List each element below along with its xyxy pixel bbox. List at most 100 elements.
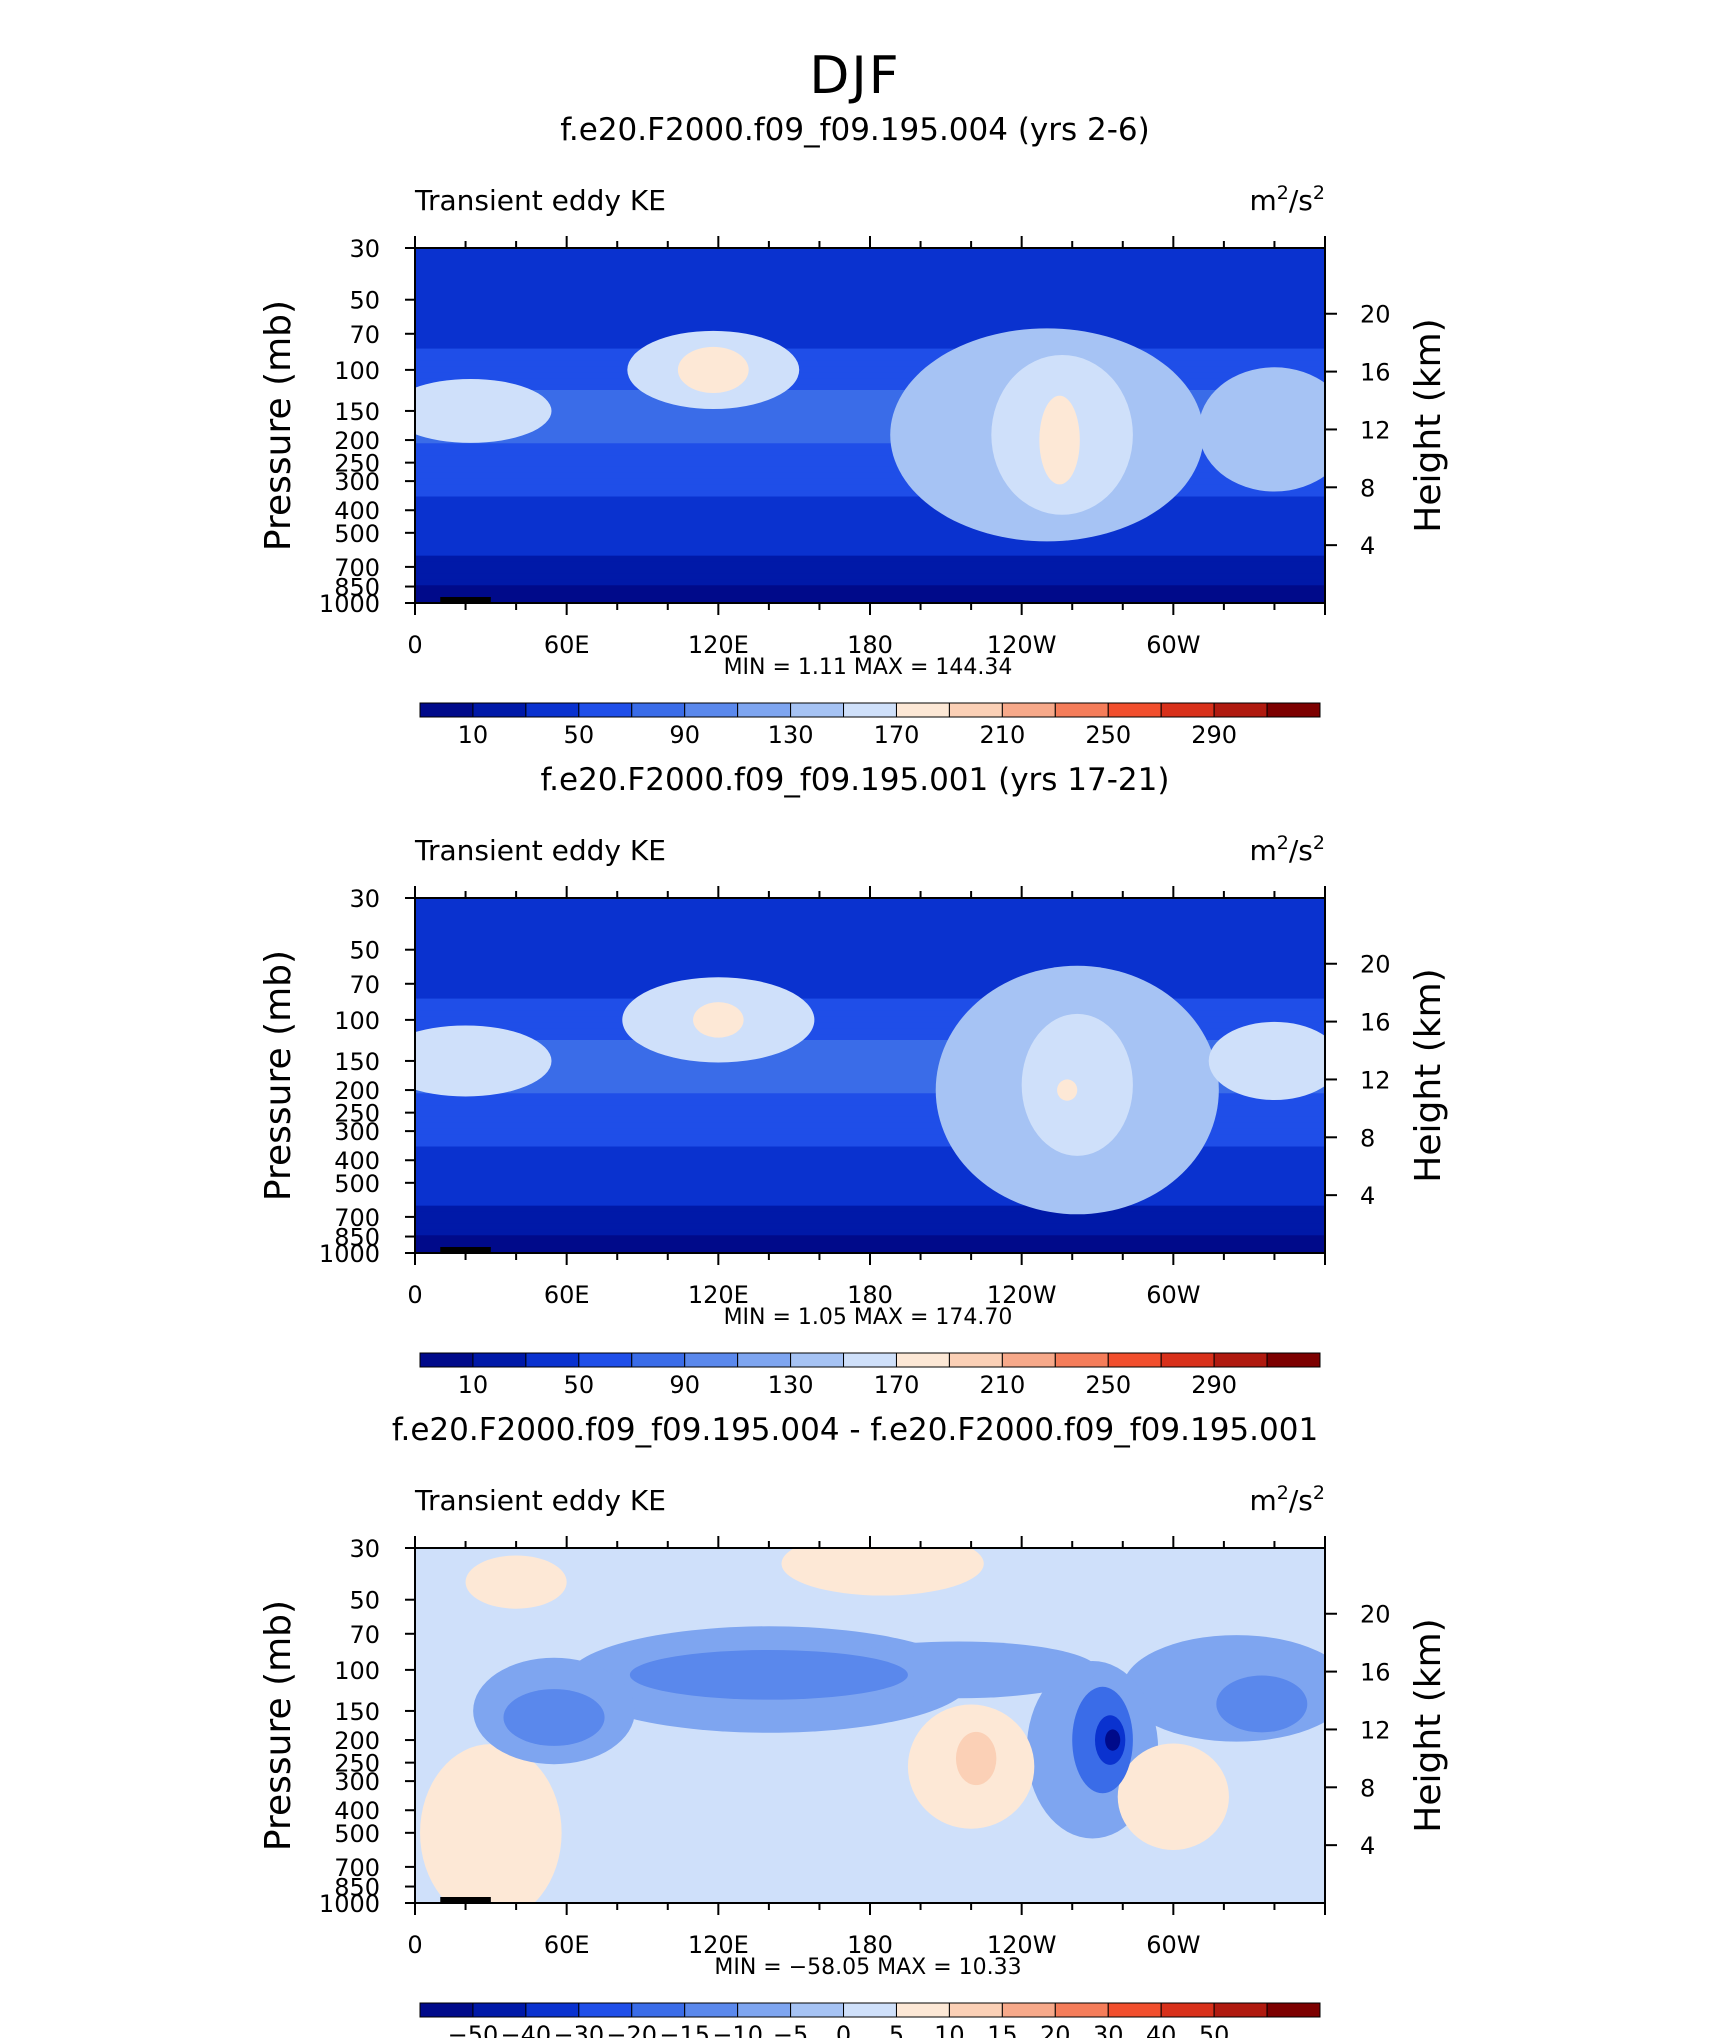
contour-band (415, 1737, 1325, 1745)
contour-feature (1057, 1079, 1078, 1101)
contour-band (415, 1879, 1325, 1887)
contour-field (415, 248, 1325, 603)
colorbar-swatch (419, 2002, 474, 2018)
contour-band (415, 1170, 1325, 1178)
x-tick-label: 120W (987, 1931, 1057, 1959)
colorbar-label: −40 (501, 2021, 552, 2038)
contour-band (415, 1247, 1325, 1253)
colorbar-label: −20 (606, 2021, 657, 2038)
contour-band (415, 1010, 1325, 1018)
y-tick-label: 200 (334, 427, 380, 455)
contour-band (415, 555, 1325, 563)
colorbar-swatch (895, 702, 950, 718)
contour-band (415, 986, 1325, 994)
panel-title: f.e20.F2000.f09_f09.195.004 (yrs 2-6) (560, 112, 1150, 148)
contour-band (415, 354, 1325, 362)
colorbar-swatch (1160, 2002, 1215, 2018)
contour-band (415, 1158, 1325, 1166)
y-tick-label: 500 (334, 1170, 380, 1198)
contour-band (415, 283, 1325, 291)
contour-band (415, 1211, 1325, 1219)
contour-band (415, 271, 1325, 279)
colorbar-label: 50 (564, 1371, 595, 1399)
colorbar-swatch (895, 1352, 950, 1368)
colorbar-label: 10 (458, 1371, 489, 1399)
contour-band (415, 1725, 1325, 1733)
x-tick-label: 0 (407, 631, 422, 659)
contour-band (415, 289, 1325, 297)
colorbar-label: −30 (553, 2021, 604, 2038)
colorbar-swatch (948, 1352, 1003, 1368)
y-tick-label: 200 (334, 1727, 380, 1755)
y-tick-label: 70 (349, 321, 380, 349)
contour-band (415, 1045, 1325, 1053)
contour-band (415, 1802, 1325, 1810)
contour-band (415, 927, 1325, 935)
y-axis-label: Pressure (mb) (258, 950, 299, 1201)
contour-band (415, 957, 1325, 965)
colorbar-swatch (1001, 1352, 1056, 1368)
contour-band (415, 1843, 1325, 1851)
colorbar-swatch (472, 702, 527, 718)
contour-band (415, 1051, 1325, 1059)
y-tick-label: 150 (334, 1048, 380, 1076)
contour-band (415, 1749, 1325, 1757)
contour-band (415, 992, 1325, 1000)
contour-band (415, 1772, 1325, 1780)
contour-band (415, 390, 1325, 397)
colorbar-label: 10 (458, 721, 489, 749)
contour-feature (1039, 395, 1080, 485)
contour-band (415, 378, 1325, 386)
contour-band (415, 933, 1325, 941)
contour-band (415, 537, 1325, 545)
contour-band (415, 1826, 1325, 1833)
colorbar-label: −10 (712, 2021, 763, 2038)
contour-band (415, 597, 1325, 603)
chart-panel-1: f.e20.F2000.f09_f09.195.004 (yrs 2-6) Tra… (258, 112, 1449, 749)
colorbar-swatch (578, 1352, 633, 1368)
y-tick-label: 30 (349, 885, 380, 913)
contour-band (415, 313, 1325, 320)
y-tick-label: 700 (334, 1204, 380, 1232)
colorbar-label: −5 (773, 2021, 808, 2038)
colorbar-label: 50 (564, 721, 595, 749)
colorbar-swatch (578, 702, 633, 718)
x-tick-label: 60E (544, 1281, 590, 1309)
contour-band (415, 1176, 1325, 1183)
colorbar-swatch (1213, 702, 1268, 718)
contour-band (415, 1069, 1325, 1077)
contour-band (415, 945, 1325, 953)
chart-panel-3: f.e20.F2000.f09_f09.195.004 - f.e20.F200… (258, 1412, 1449, 2042)
x-tick-label: 120E (688, 1281, 749, 1309)
x-tick-label: 120E (688, 631, 749, 659)
y-tick-label: 1000 (319, 590, 380, 618)
colorbar-swatch (843, 702, 897, 718)
colorbar-swatch (843, 1352, 897, 1368)
contour-band (415, 1755, 1325, 1762)
contour-band (415, 366, 1325, 374)
contour-band (415, 443, 1325, 451)
colorbar-swatch (631, 2002, 686, 2018)
contour-band (415, 915, 1325, 923)
contour-band (415, 461, 1325, 468)
contour-band (415, 1229, 1325, 1237)
contour-feature (955, 1731, 997, 1786)
y-tick-label: 300 (334, 1118, 380, 1146)
contour-band (415, 1040, 1325, 1047)
colorbar-swatch (790, 1352, 845, 1368)
y2-axis: 20 16 12 8 4 Height (km) (1325, 301, 1449, 560)
topography (440, 1247, 491, 1253)
contour-band (415, 466, 1325, 474)
x-tick-label: 180 (847, 631, 893, 659)
contour-band (415, 253, 1325, 261)
y2-tick-label: 20 (1360, 951, 1391, 979)
y2-tick-label: 8 (1360, 1774, 1375, 1802)
x-axis: 0 60E 120E 180 120W 60W (407, 886, 1326, 1309)
contour-band (415, 1790, 1325, 1798)
contour-band (415, 1595, 1325, 1603)
colorbar-swatch (1160, 702, 1215, 718)
y2-tick-label: 8 (1360, 474, 1375, 502)
colorbar-swatch (737, 702, 792, 718)
